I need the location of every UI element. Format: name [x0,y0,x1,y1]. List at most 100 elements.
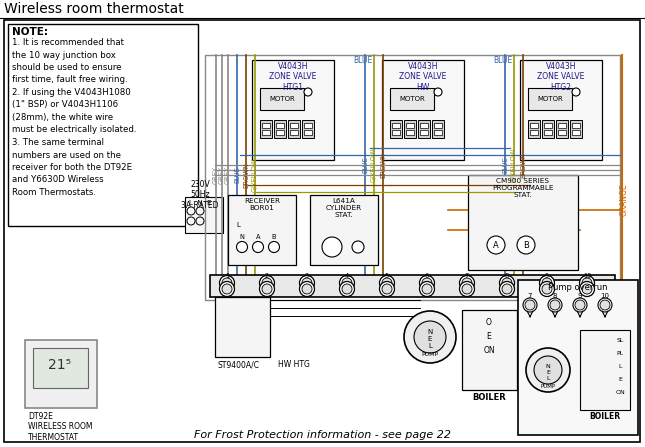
Text: BLUE: BLUE [493,56,513,65]
Text: ST9400A/C: ST9400A/C [217,360,259,369]
Text: BLUE: BLUE [234,167,240,183]
Circle shape [517,236,535,254]
Text: V4043H
ZONE VALVE
HTG1: V4043H ZONE VALVE HTG1 [270,62,317,92]
Circle shape [322,237,342,257]
Text: A: A [256,234,260,240]
Bar [420,123,428,128]
Text: MOTOR: MOTOR [399,96,425,102]
Bar [432,120,444,138]
Text: 10: 10 [583,273,591,279]
Circle shape [404,311,456,363]
Bar [462,310,517,390]
Text: E: E [546,370,550,375]
Bar [406,123,414,128]
Circle shape [422,284,432,294]
Bar [572,123,580,128]
Text: SL: SL [617,338,624,343]
Circle shape [525,300,535,310]
Text: E: E [486,332,491,341]
Bar [434,123,442,128]
Circle shape [299,282,315,296]
Text: L: L [428,343,432,349]
Circle shape [382,278,392,288]
Bar [544,123,552,128]
Text: 9: 9 [545,273,549,279]
Text: L: L [619,364,622,369]
Text: DT92E
WIRELESS ROOM
THERMOSTAT: DT92E WIRELESS ROOM THERMOSTAT [28,412,92,442]
Bar [434,130,442,135]
Text: For Frost Protection information - see page 22: For Frost Protection information - see p… [194,430,450,440]
Circle shape [379,282,395,296]
Text: ON: ON [483,346,495,355]
Text: BROWN: BROWN [243,162,249,188]
Text: 1. It is recommended that
the 10 way junction box
should be used to ensure
first: 1. It is recommended that the 10 way jun… [12,38,137,197]
Text: PL: PL [617,351,624,356]
Bar [276,130,284,135]
Circle shape [600,300,610,310]
Text: N: N [239,234,244,240]
Circle shape [462,278,472,288]
Bar [530,130,538,135]
Circle shape [582,284,592,294]
Circle shape [222,278,232,288]
Text: 8: 8 [553,293,557,299]
Bar [518,280,638,435]
Circle shape [237,241,248,253]
Text: 10: 10 [600,293,610,299]
Text: GREY: GREY [219,166,225,184]
Bar [262,130,270,135]
Bar [228,195,296,265]
Circle shape [434,88,442,96]
Circle shape [550,300,560,310]
Bar [544,130,552,135]
Circle shape [499,282,515,296]
Text: ON: ON [615,390,625,395]
Text: MOTOR: MOTOR [269,96,295,102]
Bar [252,60,334,160]
Circle shape [579,275,595,291]
Circle shape [598,298,612,312]
Bar [382,60,464,160]
Text: RECEIVER
BOR01: RECEIVER BOR01 [244,198,280,211]
Circle shape [222,284,232,294]
Circle shape [419,275,435,291]
Bar [302,120,314,138]
Text: 7: 7 [528,293,532,299]
Circle shape [459,282,475,296]
Bar [528,88,572,110]
Text: CM900 SERIES
PROGRAMMABLE
STAT.: CM900 SERIES PROGRAMMABLE STAT. [492,178,554,198]
Bar [276,123,284,128]
Circle shape [379,275,395,291]
Circle shape [548,298,562,312]
Bar [215,297,270,357]
Circle shape [259,282,275,296]
Text: L: L [236,222,240,228]
Text: V4043H
ZONE VALVE
HW: V4043H ZONE VALVE HW [399,62,447,92]
Circle shape [304,88,312,96]
Text: BLUE: BLUE [353,56,373,65]
Circle shape [196,207,204,215]
Circle shape [487,236,505,254]
Circle shape [268,241,279,253]
Bar [310,195,378,265]
Text: 9: 9 [578,293,582,299]
Circle shape [299,275,315,291]
Circle shape [462,284,472,294]
Circle shape [262,284,272,294]
Circle shape [342,278,352,288]
Text: G/YELLOW: G/YELLOW [371,148,377,182]
Circle shape [302,278,312,288]
Bar [390,120,402,138]
Circle shape [352,241,364,253]
Text: BROWN: BROWN [520,152,526,178]
Text: L: L [546,375,550,380]
Bar [260,120,272,138]
Bar [390,88,434,110]
Circle shape [302,284,312,294]
Bar [530,123,538,128]
Text: 230V
50Hz
3A RATED: 230V 50Hz 3A RATED [181,180,219,210]
Text: G/YELLOW: G/YELLOW [252,158,258,192]
Text: G/YELLOW: G/YELLOW [511,148,517,182]
Circle shape [414,321,446,353]
Text: 7: 7 [465,273,469,279]
